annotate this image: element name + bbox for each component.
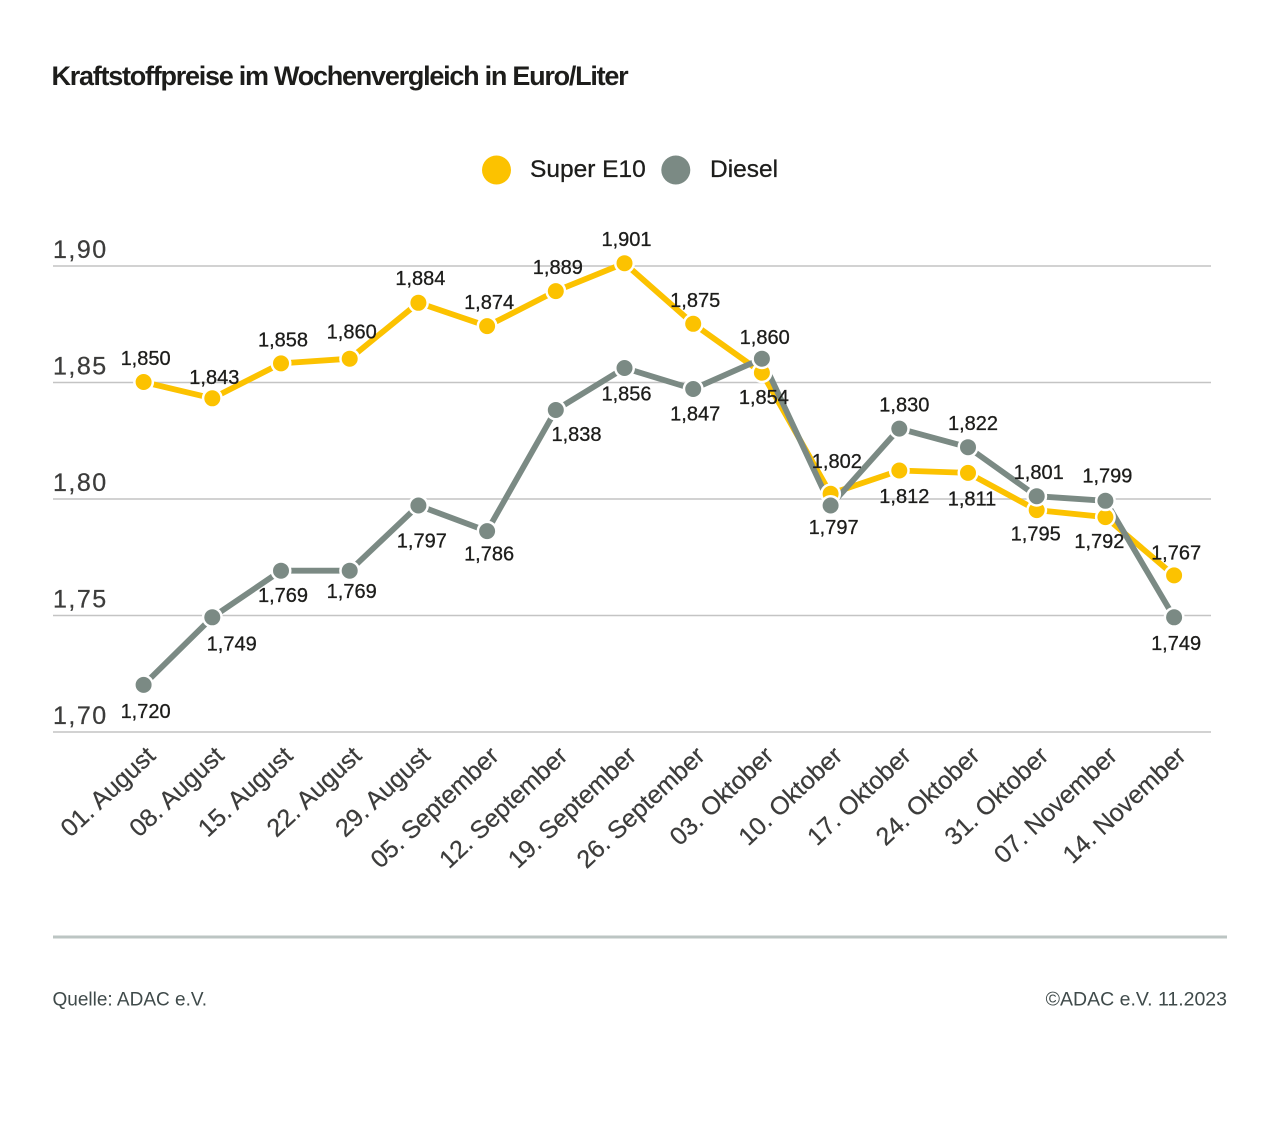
svg-text:Super E10: Super E10 [530,156,646,183]
svg-text:1,884: 1,884 [395,268,445,290]
svg-text:1,854: 1,854 [739,387,789,409]
svg-text:1,767: 1,767 [1151,542,1201,564]
svg-text:1,812: 1,812 [879,486,929,508]
svg-text:1,802: 1,802 [812,451,862,473]
svg-text:1,749: 1,749 [207,634,257,656]
svg-text:1,799: 1,799 [1082,465,1132,487]
svg-text:1,850: 1,850 [121,348,171,370]
svg-text:1,769: 1,769 [327,581,377,603]
svg-text:1,856: 1,856 [601,383,651,405]
svg-text:1,847: 1,847 [670,404,720,426]
svg-text:1,843: 1,843 [189,367,239,389]
svg-text:1,769: 1,769 [258,585,308,607]
svg-text:Diesel: Diesel [710,156,778,183]
svg-text:1,830: 1,830 [879,395,929,417]
svg-text:1,749: 1,749 [1151,633,1201,655]
svg-text:1,901: 1,901 [601,229,651,251]
svg-text:1,797: 1,797 [809,517,859,539]
svg-text:1,797: 1,797 [397,531,447,553]
svg-text:1,720: 1,720 [121,701,171,723]
svg-text:1,838: 1,838 [551,424,601,446]
svg-text:Kraftstoffpreise im Wochenverg: Kraftstoffpreise im Wochenvergleich in E… [52,61,630,91]
svg-text:1,801: 1,801 [1014,462,1064,484]
svg-text:1,85: 1,85 [53,353,108,381]
svg-text:1,822: 1,822 [948,413,998,435]
svg-text:1,80: 1,80 [53,469,108,497]
svg-text:1,786: 1,786 [464,543,514,565]
svg-text:1,70: 1,70 [53,702,108,730]
svg-text:1,875: 1,875 [670,290,720,312]
svg-text:1,90: 1,90 [53,236,108,264]
svg-text:Quelle: ADAC e.V.: Quelle: ADAC e.V. [53,990,208,1011]
svg-text:1,792: 1,792 [1074,531,1124,553]
svg-text:1,811: 1,811 [948,488,997,510]
svg-text:1,858: 1,858 [258,329,308,351]
svg-text:1,874: 1,874 [464,292,514,314]
svg-text:©ADAC e.V. 11.2023: ©ADAC e.V. 11.2023 [1046,989,1227,1011]
svg-text:1,75: 1,75 [53,586,108,614]
svg-text:1,795: 1,795 [1011,524,1061,546]
svg-text:1,860: 1,860 [327,322,377,344]
svg-text:1,860: 1,860 [740,327,790,349]
svg-text:1,889: 1,889 [533,257,583,279]
